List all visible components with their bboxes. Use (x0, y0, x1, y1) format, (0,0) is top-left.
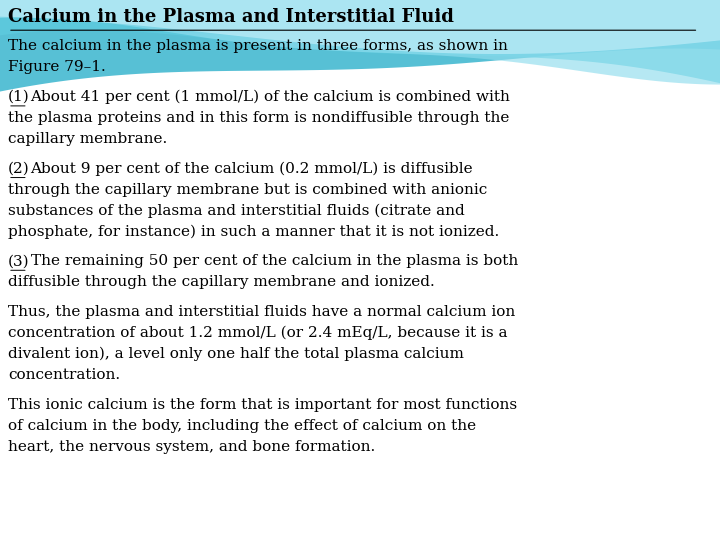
Text: Figure 79–1.: Figure 79–1. (8, 60, 106, 75)
Text: divalent ion), a level only one half the total plasma calcium: divalent ion), a level only one half the… (8, 347, 464, 361)
Text: Calcium in the Plasma and Interstitial Fluid: Calcium in the Plasma and Interstitial F… (8, 8, 454, 26)
Text: heart, the nervous system, and bone formation.: heart, the nervous system, and bone form… (8, 440, 375, 454)
Text: About 9 per cent of the calcium (0.2 mmol/L) is diffusible: About 9 per cent of the calcium (0.2 mmo… (30, 161, 473, 176)
Text: (1): (1) (8, 90, 30, 104)
Text: (3): (3) (8, 254, 30, 268)
Text: concentration of about 1.2 mmol/L (or 2.4 mEq/L, because it is a: concentration of about 1.2 mmol/L (or 2.… (8, 326, 508, 340)
Text: The remaining 50 per cent of the calcium in the plasma is both: The remaining 50 per cent of the calcium… (30, 254, 518, 268)
Text: the plasma proteins and in this form is nondiffusible through the: the plasma proteins and in this form is … (8, 111, 509, 125)
Text: of calcium in the body, including the effect of calcium on the: of calcium in the body, including the ef… (8, 418, 476, 433)
Text: substances of the plasma and interstitial fluids (citrate and: substances of the plasma and interstitia… (8, 204, 464, 218)
Text: through the capillary membrane but is combined with anionic: through the capillary membrane but is co… (8, 183, 487, 197)
Text: phosphate, for instance) in such a manner that it is not ionized.: phosphate, for instance) in such a manne… (8, 225, 499, 239)
Text: This ionic calcium is the form that is important for most functions: This ionic calcium is the form that is i… (8, 397, 517, 411)
Text: capillary membrane.: capillary membrane. (8, 132, 167, 146)
Text: About 41 per cent (1 mmol/L) of the calcium is combined with: About 41 per cent (1 mmol/L) of the calc… (30, 90, 510, 104)
Text: diffusible through the capillary membrane and ionized.: diffusible through the capillary membran… (8, 275, 435, 289)
Text: Thus, the plasma and interstitial fluids have a normal calcium ion: Thus, the plasma and interstitial fluids… (8, 305, 516, 319)
Text: The calcium in the plasma is present in three forms, as shown in: The calcium in the plasma is present in … (8, 39, 508, 53)
Text: (2): (2) (8, 161, 30, 176)
Text: concentration.: concentration. (8, 368, 120, 382)
